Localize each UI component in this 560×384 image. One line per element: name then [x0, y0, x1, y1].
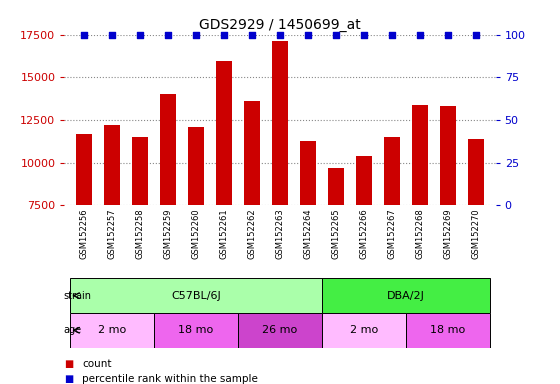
Text: GSM152268: GSM152268 — [416, 209, 424, 259]
Text: GSM152260: GSM152260 — [192, 209, 200, 259]
Text: 2 mo: 2 mo — [98, 325, 126, 335]
Text: GSM152259: GSM152259 — [164, 209, 172, 259]
Bar — [76, 134, 92, 334]
Bar — [468, 139, 484, 334]
Point — [388, 31, 396, 38]
Bar — [440, 106, 456, 334]
Point — [276, 31, 284, 38]
Point — [136, 31, 144, 38]
Title: GDS2929 / 1450699_at: GDS2929 / 1450699_at — [199, 18, 361, 32]
Bar — [300, 141, 316, 334]
Point — [80, 31, 88, 38]
Text: age: age — [64, 325, 82, 335]
Text: GSM152265: GSM152265 — [332, 209, 340, 259]
Bar — [384, 137, 400, 334]
Bar — [70, 278, 322, 313]
Point — [444, 31, 452, 38]
Bar — [272, 41, 288, 334]
Point — [416, 31, 424, 38]
Point — [192, 31, 200, 38]
Text: strain: strain — [64, 291, 92, 301]
Bar — [322, 278, 490, 313]
Text: count: count — [82, 359, 112, 369]
Text: 2 mo: 2 mo — [350, 325, 378, 335]
Text: GSM152258: GSM152258 — [136, 209, 144, 259]
Point — [164, 31, 172, 38]
Text: C57BL/6J: C57BL/6J — [171, 291, 221, 301]
Point — [472, 31, 480, 38]
Point — [360, 31, 368, 38]
Bar — [188, 127, 204, 334]
Bar — [160, 94, 176, 334]
Point — [220, 31, 228, 38]
Text: GSM152262: GSM152262 — [248, 209, 256, 259]
Bar — [216, 61, 232, 334]
Bar — [328, 168, 344, 334]
Bar — [244, 101, 260, 334]
Text: GSM152257: GSM152257 — [108, 209, 116, 259]
Bar — [356, 156, 372, 334]
Text: ■: ■ — [64, 374, 74, 384]
Point — [108, 31, 116, 38]
Bar — [70, 313, 154, 348]
Bar — [412, 104, 428, 334]
Text: GSM152269: GSM152269 — [444, 209, 452, 259]
Text: GSM152264: GSM152264 — [304, 209, 312, 259]
Text: GSM152270: GSM152270 — [472, 209, 480, 259]
Bar — [154, 313, 238, 348]
Point — [304, 31, 312, 38]
Text: GSM152261: GSM152261 — [220, 209, 228, 259]
Bar — [406, 313, 490, 348]
Point — [248, 31, 256, 38]
Text: GSM152256: GSM152256 — [80, 209, 88, 259]
Text: percentile rank within the sample: percentile rank within the sample — [82, 374, 258, 384]
Text: DBA/2J: DBA/2J — [387, 291, 425, 301]
Bar — [322, 313, 406, 348]
Point — [332, 31, 340, 38]
Bar — [132, 137, 148, 334]
Text: 18 mo: 18 mo — [179, 325, 213, 335]
Text: GSM152263: GSM152263 — [276, 209, 284, 259]
Text: GSM152266: GSM152266 — [360, 209, 368, 259]
Text: 26 mo: 26 mo — [263, 325, 297, 335]
Text: ■: ■ — [64, 359, 74, 369]
Bar — [104, 125, 120, 334]
Text: 18 mo: 18 mo — [431, 325, 465, 335]
Bar — [238, 313, 322, 348]
Text: GSM152267: GSM152267 — [388, 209, 396, 259]
